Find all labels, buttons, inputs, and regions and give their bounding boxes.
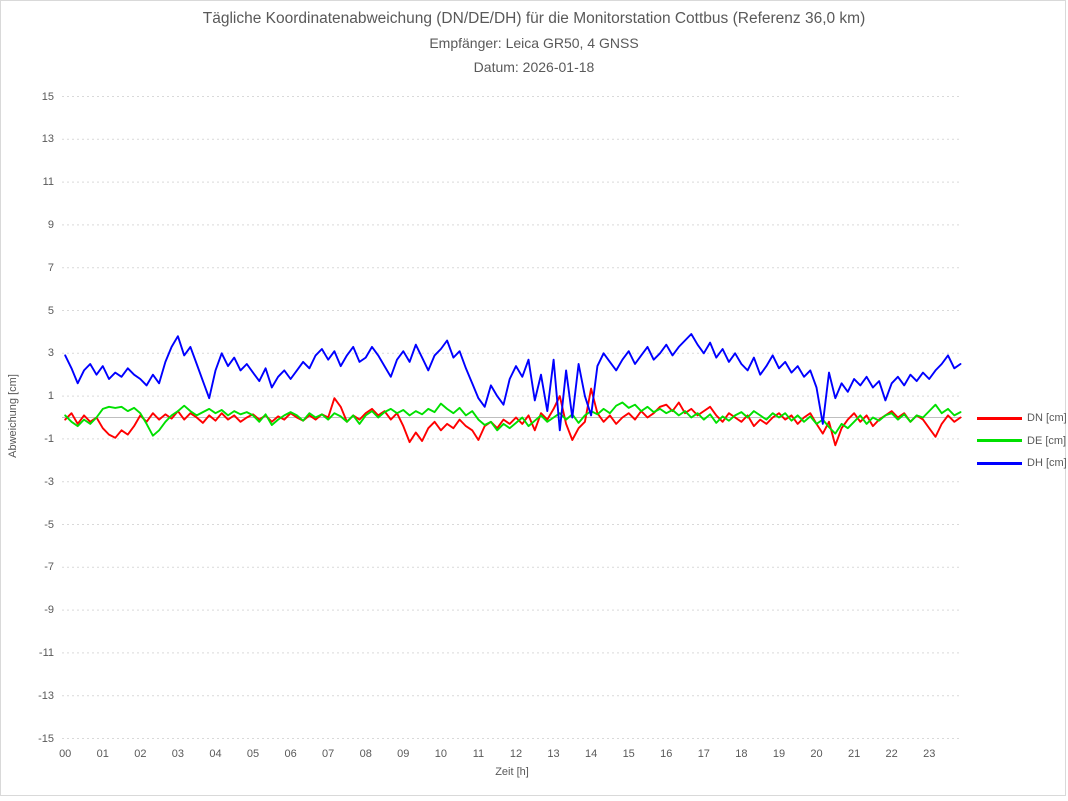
x-tick-label: 09 <box>397 748 410 760</box>
x-tick-label: 05 <box>246 748 260 760</box>
x-tick-label: 13 <box>547 748 560 760</box>
y-tick-label: 15 <box>41 90 54 103</box>
series-line-dn <box>64 387 962 447</box>
legend: DN [cm] DE [cm] DH [cm] <box>977 407 1067 475</box>
x-tick-label: 19 <box>772 748 786 760</box>
dh-line-swatch <box>977 461 1022 465</box>
y-tick-label: -15 <box>38 732 54 745</box>
legend-item-dn: DN [cm] <box>977 407 1067 430</box>
x-tick-label: 18 <box>735 748 748 760</box>
legend-item-dh: DH [cm] <box>977 452 1067 475</box>
x-tick-label: 21 <box>847 748 861 760</box>
y-tick-label: -7 <box>44 561 54 574</box>
y-tick-label: -1 <box>44 432 54 445</box>
x-tick-label: 16 <box>660 748 673 760</box>
legend-item-de: DE [cm] <box>977 430 1067 453</box>
x-tick-label: 01 <box>96 748 109 760</box>
x-tick-label: 00 <box>59 748 72 760</box>
x-tick-label: 22 <box>885 748 898 760</box>
legend-label-de: DE [cm] <box>1027 434 1067 447</box>
x-tick-label: 12 <box>509 748 523 760</box>
y-tick-label: 13 <box>41 133 54 146</box>
x-tick-label: 20 <box>810 748 823 760</box>
x-tick-label: 03 <box>171 748 185 760</box>
chart-title: Tägliche Koordinatenabweichung (DN/DE/DH… <box>202 10 866 27</box>
chart-subtitle-date: Datum: 2026-01-18 <box>473 59 595 75</box>
y-tick-label: 3 <box>47 347 54 360</box>
x-tick-label: 11 <box>472 748 485 760</box>
x-axis-title: Zeit [h] <box>495 766 529 778</box>
y-tick-label: 5 <box>47 304 54 317</box>
chart-subtitle-receiver: Empfänger: Leica GR50, 4 GNSS <box>429 35 639 51</box>
x-tick-label: 06 <box>284 748 297 760</box>
y-tick-label: 9 <box>47 218 54 231</box>
x-tick-label: 02 <box>134 748 147 760</box>
x-tick-label: 04 <box>209 748 222 760</box>
series-line-dh <box>64 333 962 432</box>
x-tick-label: 15 <box>622 748 635 760</box>
y-tick-label: -5 <box>44 518 54 531</box>
y-tick-label: -13 <box>38 689 54 702</box>
y-tick-label: 11 <box>42 176 54 189</box>
y-tick-label: 7 <box>47 261 54 274</box>
legend-label-dh: DH [cm] <box>1027 457 1067 470</box>
y-tick-label: -11 <box>38 646 54 659</box>
x-tick-label: 17 <box>697 748 710 760</box>
dn-line-swatch <box>977 416 1022 420</box>
de-line-swatch <box>977 439 1022 443</box>
legend-label-dn: DN [cm] <box>1027 412 1067 425</box>
x-tick-label: 10 <box>434 748 447 760</box>
y-axis-title: Abweichung [cm] <box>7 374 19 458</box>
x-tick-label: 07 <box>322 748 335 760</box>
y-tick-label: -3 <box>44 475 54 488</box>
x-tick-label: 14 <box>584 748 598 760</box>
series-line-de <box>64 401 962 437</box>
y-tick-label: 1 <box>47 390 54 403</box>
y-tick-label: -9 <box>44 604 54 617</box>
x-tick-label: 23 <box>923 748 936 760</box>
x-tick-label: 08 <box>359 748 372 760</box>
